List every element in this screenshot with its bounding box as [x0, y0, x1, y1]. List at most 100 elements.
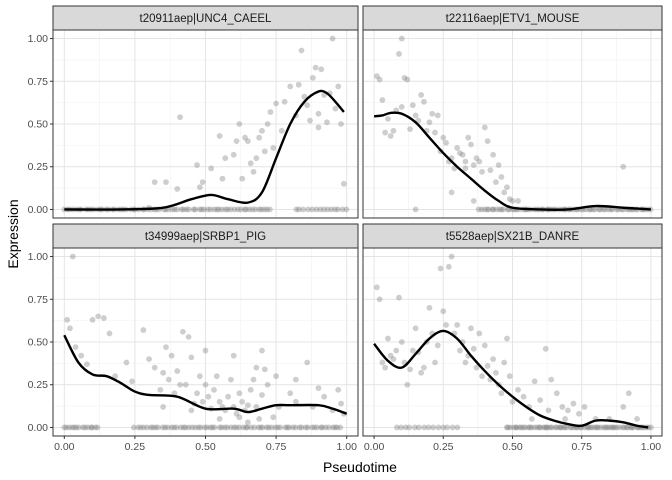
data-point	[411, 424, 418, 431]
data-point	[332, 206, 338, 213]
data-point	[440, 424, 447, 431]
data-point	[94, 424, 101, 431]
data-point	[620, 163, 627, 170]
data-point	[479, 373, 485, 380]
facet-strip	[362, 5, 663, 31]
data-point	[129, 378, 135, 385]
data-point	[398, 104, 405, 110]
data-point	[270, 414, 277, 421]
data-point	[239, 175, 246, 182]
data-point	[292, 376, 299, 383]
data-point	[140, 424, 147, 431]
data-point	[398, 339, 405, 345]
data-point	[137, 424, 144, 431]
data-point	[396, 294, 402, 301]
data-point	[553, 390, 560, 397]
data-point	[526, 424, 533, 431]
data-point	[479, 168, 485, 175]
data-point	[73, 424, 80, 431]
data-point	[198, 206, 205, 213]
data-point	[255, 424, 262, 431]
data-point	[164, 424, 171, 431]
data-point	[343, 206, 350, 213]
data-point	[390, 356, 397, 362]
data-point	[318, 66, 325, 73]
data-point	[498, 174, 505, 180]
data-point	[83, 361, 90, 368]
data-point	[544, 424, 551, 431]
data-point	[585, 424, 592, 431]
data-point	[238, 206, 244, 213]
data-point	[149, 424, 156, 431]
data-point	[228, 424, 234, 431]
data-point	[373, 73, 380, 80]
data-point	[207, 424, 214, 431]
data-point	[334, 424, 341, 431]
data-point	[605, 206, 612, 213]
data-point	[209, 424, 216, 431]
data-point	[324, 119, 330, 126]
data-point	[159, 424, 166, 431]
data-point	[513, 424, 520, 431]
data-point	[562, 424, 568, 431]
data-point	[454, 424, 461, 431]
data-point	[329, 35, 336, 42]
data-point	[593, 424, 600, 431]
data-point	[278, 127, 285, 134]
data-point	[522, 424, 529, 431]
x-tick-label: 0.75	[266, 441, 287, 453]
data-point	[528, 424, 535, 431]
data-point	[230, 151, 237, 158]
data-point	[596, 206, 602, 213]
data-point	[264, 381, 271, 388]
data-point	[462, 165, 469, 172]
data-point	[63, 424, 70, 431]
data-point	[88, 424, 95, 431]
data-point	[174, 206, 180, 213]
data-point	[301, 93, 308, 100]
data-point	[295, 81, 302, 88]
data-point	[409, 102, 416, 109]
data-point	[256, 416, 263, 422]
data-point	[338, 121, 344, 127]
data-point	[481, 342, 488, 349]
data-point	[130, 424, 137, 431]
data-point	[243, 206, 250, 213]
x-axis-title: Pseudotime	[323, 459, 397, 475]
data-point	[188, 354, 195, 361]
data-point	[196, 206, 203, 213]
data-point	[168, 424, 175, 431]
data-point	[160, 404, 167, 410]
data-point	[425, 424, 432, 431]
x-tick-label: 0.25	[433, 441, 454, 453]
data-point	[273, 100, 280, 107]
data-point	[236, 414, 243, 421]
data-point	[208, 165, 215, 172]
data-point	[407, 126, 413, 133]
data-point	[205, 206, 211, 213]
data-point	[235, 206, 241, 213]
data-point	[545, 407, 552, 414]
x-tick-label: 0.00	[364, 441, 385, 453]
data-point	[270, 145, 277, 151]
data-point	[171, 424, 178, 431]
data-point	[625, 390, 632, 397]
data-point	[490, 151, 497, 158]
data-point	[501, 189, 508, 196]
data-point	[182, 381, 189, 388]
data-point	[309, 74, 316, 81]
data-point	[265, 424, 272, 431]
data-point	[481, 206, 488, 213]
y-tick-label: 0.25	[28, 161, 49, 173]
data-point	[287, 390, 294, 397]
y-tick-label: 0.50	[28, 119, 49, 131]
data-point	[456, 150, 463, 156]
data-point	[174, 368, 181, 374]
data-point	[165, 376, 172, 383]
y-tick-label: 0.25	[28, 379, 49, 391]
data-point	[236, 121, 243, 127]
data-point	[268, 424, 275, 431]
data-point	[490, 206, 497, 213]
data-point	[106, 330, 113, 337]
